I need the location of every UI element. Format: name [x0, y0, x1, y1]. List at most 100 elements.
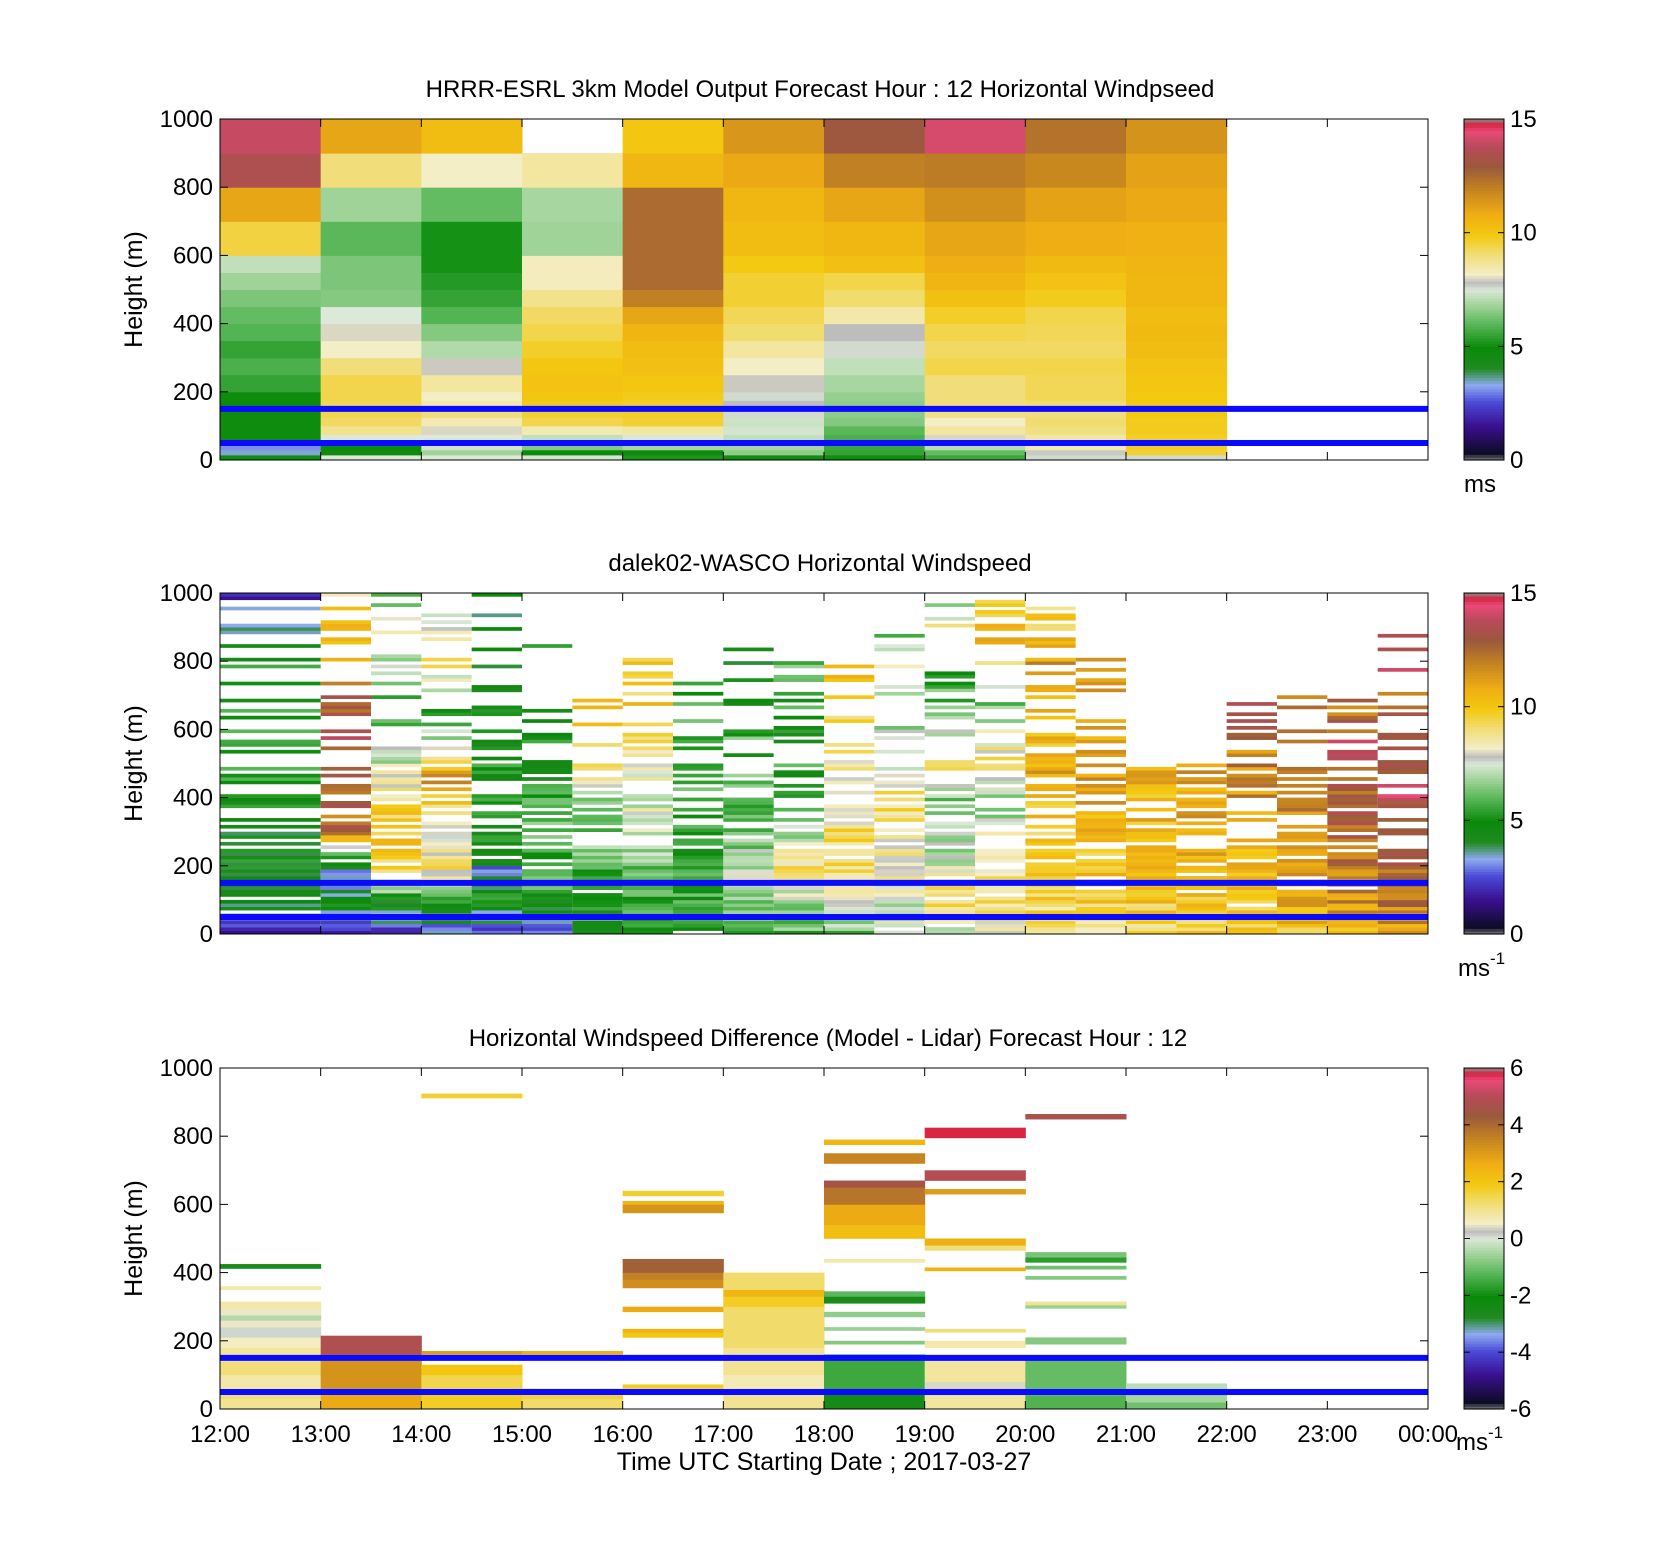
- lidar-cell: [421, 910, 472, 914]
- colorbar-tick-label: -2: [1510, 1282, 1531, 1309]
- y-tick-label: 200: [173, 853, 213, 880]
- model-cell: [421, 374, 523, 393]
- colorbar-swatch: [1464, 772, 1504, 776]
- difference-stripe: [1025, 1114, 1127, 1120]
- model-cell: [824, 323, 926, 342]
- colorbar-swatch: [1464, 320, 1504, 325]
- model-cell: [1025, 272, 1127, 290]
- lidar-cell: [1126, 794, 1177, 798]
- lidar-cell: [1226, 753, 1277, 757]
- lidar-cell: [1075, 910, 1126, 914]
- model-cell: [1025, 454, 1127, 461]
- lidar-cell: [1327, 865, 1378, 870]
- lidar-cell: [824, 821, 875, 826]
- lidar-cell: [371, 927, 422, 931]
- lidar-cell: [1176, 876, 1227, 880]
- lidar-cell: [975, 923, 1026, 928]
- lidar-cell: [723, 858, 774, 863]
- lidar-cell: [572, 927, 623, 931]
- lidar-cell: [1075, 831, 1126, 836]
- lidar-cell: [1277, 930, 1328, 935]
- colorbar-swatch: [1464, 1255, 1504, 1259]
- lidar-cell: [572, 807, 623, 812]
- lidar-cell: [572, 899, 623, 904]
- colorbar-swatch: [1464, 882, 1504, 887]
- difference-stripe: [1025, 1252, 1127, 1258]
- lidar-cell: [1075, 852, 1126, 856]
- lidar-cell: [1377, 760, 1428, 764]
- difference-stripe: [824, 1187, 926, 1205]
- model-cell: [622, 153, 724, 188]
- model-cell: [1126, 340, 1228, 359]
- lidar-cell: [874, 736, 925, 740]
- colorbar-swatch: [1464, 201, 1504, 205]
- difference-stripe: [220, 1264, 322, 1269]
- lidar-cell: [1075, 893, 1126, 897]
- model-cell: [522, 454, 624, 461]
- lidar-cell: [1075, 835, 1126, 839]
- colorbar-swatch: [1464, 184, 1504, 188]
- lidar-cell: [1226, 872, 1277, 877]
- colorbar-swatch: [1464, 1175, 1504, 1180]
- model-cell: [824, 357, 926, 376]
- lidar-cell: [1327, 811, 1378, 815]
- lidar-cell: [723, 845, 774, 850]
- lidar-cell: [471, 838, 522, 843]
- model-cell: [622, 357, 724, 376]
- lidar-cell: [572, 865, 623, 870]
- lidar-cell: [773, 698, 824, 703]
- model-cell: [522, 425, 624, 435]
- lidar-cell: [1277, 739, 1328, 744]
- lidar-cell: [924, 886, 975, 890]
- lidar-cell: [371, 893, 422, 897]
- lidar-cell: [874, 773, 925, 778]
- lidar-cell: [1176, 780, 1227, 785]
- colorbar-swatch: [1464, 1150, 1504, 1154]
- lidar-cell: [471, 930, 522, 935]
- lidar-cell: [220, 657, 321, 662]
- lidar-cell: [421, 657, 472, 662]
- lidar-cell: [1126, 845, 1177, 850]
- lidar-cell: [421, 824, 472, 829]
- lidar-cell: [673, 797, 724, 802]
- colorbar-swatch: [1464, 326, 1504, 330]
- colorbar-swatch: [1464, 1184, 1504, 1188]
- colorbar-swatch: [1464, 292, 1504, 296]
- lidar-cell: [371, 763, 422, 768]
- lidar-cell: [471, 729, 522, 734]
- lidar-cell: [874, 923, 925, 928]
- lidar-cell: [1025, 616, 1076, 621]
- lidar-cell: [975, 787, 1026, 792]
- lidar-cell: [522, 770, 573, 775]
- lidar-cell: [1176, 777, 1227, 781]
- model-cell: [924, 374, 1026, 393]
- lidar-cell: [723, 797, 774, 802]
- model-cell: [320, 434, 422, 442]
- lidar-cell: [924, 794, 975, 798]
- colorbar-swatch: [1464, 232, 1504, 237]
- model-cell: [924, 400, 1026, 410]
- lidar-cell: [522, 801, 573, 805]
- colorbar-swatch: [1464, 610, 1504, 614]
- lidar-cell: [673, 906, 724, 911]
- lidar-cell: [924, 804, 975, 809]
- lidar-cell: [924, 831, 975, 836]
- lidar-cell: [1327, 858, 1378, 863]
- lidar-cell: [924, 671, 975, 676]
- lidar-cell: [824, 930, 875, 935]
- lidar-cell: [522, 783, 573, 788]
- lidar-cell: [1226, 852, 1277, 856]
- colorbar-swatch: [1464, 224, 1504, 228]
- lidar-cell: [824, 910, 875, 914]
- x-tick-label: 20:00: [995, 1421, 1055, 1448]
- lidar-cell: [320, 920, 371, 925]
- lidar-cell: [824, 695, 875, 700]
- lidar-cell: [723, 852, 774, 856]
- lidar-cell: [622, 691, 673, 696]
- lidar-cell: [622, 899, 673, 904]
- difference-stripe: [924, 1238, 1026, 1246]
- model-cell: [220, 187, 322, 222]
- lidar-cell: [1327, 794, 1378, 798]
- colorbar-swatch: [1464, 1249, 1504, 1254]
